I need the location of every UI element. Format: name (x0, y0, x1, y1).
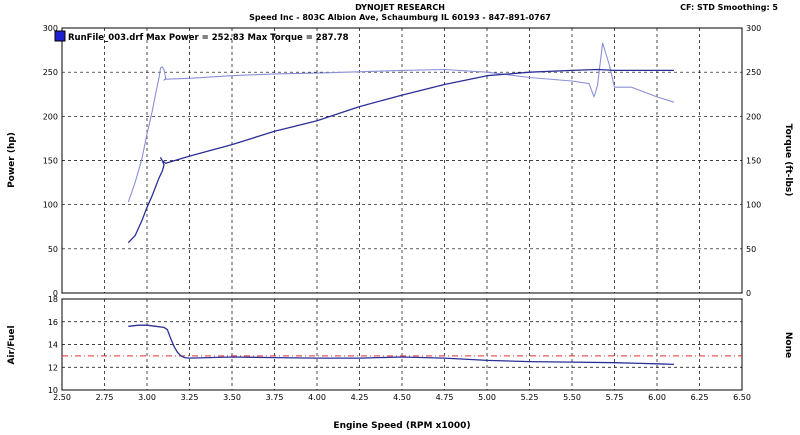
x-tick-label: 6.00 (648, 393, 666, 402)
x-tick-label: 3.25 (181, 393, 199, 402)
x-axis-label: Engine Speed (RPM x1000) (333, 421, 470, 431)
x-tick-label: 5.75 (606, 393, 624, 402)
power-tick-label: 150 (43, 157, 58, 166)
torque-series-line (127, 42, 675, 203)
afr-series-group (128, 324, 675, 366)
torque-tick-label: 200 (746, 112, 761, 121)
torque-tick-label: 150 (746, 157, 761, 166)
power-tick-label: 300 (43, 24, 58, 33)
power-tick-label: 50 (48, 245, 58, 254)
x-tick-label: 5.50 (563, 393, 581, 402)
legend-text: RunFile_003.drf Max Power = 252.83 Max T… (68, 33, 349, 43)
torque-tick-label: 50 (746, 245, 756, 254)
x-tick-label: 3.75 (266, 393, 284, 402)
afr-tick-label: 16 (48, 318, 58, 327)
address-line: Speed Inc - 803C Albion Ave, Schaumburg … (249, 13, 551, 22)
x-tick-label: 4.25 (351, 393, 369, 402)
power-tick-label: 0 (53, 289, 58, 298)
afr-tick-label: 12 (48, 363, 58, 372)
x-tick-label: 3.50 (223, 393, 241, 402)
company-title: DYNOJET RESEARCH (355, 3, 445, 12)
afr-tick-label: 18 (48, 295, 58, 304)
power-axis-label: Power (hp) (7, 132, 17, 188)
power-tick-label: 250 (43, 68, 58, 77)
main-series-group (127, 42, 675, 244)
x-tick-label: 2.50 (53, 393, 71, 402)
afr-right-label: None (783, 332, 793, 358)
power-tick-label: 100 (43, 201, 58, 210)
torque-tick-label: 100 (746, 201, 761, 210)
x-tick-label: 2.75 (96, 393, 114, 402)
torque-tick-label: 300 (746, 24, 761, 33)
settings-label: CF: STD Smoothing: 5 (680, 3, 778, 12)
power-series-line (127, 68, 674, 244)
x-tick-label: 6.25 (691, 393, 709, 402)
torque-axis-label: Torque (ft-lbs) (783, 124, 793, 197)
power-tick-label: 200 (43, 112, 58, 121)
afr-tick-label: 14 (48, 341, 58, 350)
x-tick-label: 4.50 (393, 393, 411, 402)
tick-labels: 2.50 2.75 3.00 3.25 3.50 3.75 4.00 4.25 4.50 4.75… (43, 24, 762, 402)
x-tick-label: 4.75 (436, 393, 454, 402)
x-tick-label: 6.50 (733, 393, 751, 402)
afr-series-line (128, 324, 675, 366)
x-tick-label: 3.00 (138, 393, 156, 402)
afr-grid (62, 299, 742, 390)
x-tick-label: 4.00 (308, 393, 326, 402)
legend-swatch (54, 30, 66, 42)
torque-tick-label: 250 (746, 68, 761, 77)
x-tick-label: 5.25 (521, 393, 539, 402)
torque-tick-label: 0 (746, 289, 751, 298)
afr-tick-label: 10 (48, 386, 58, 395)
x-tick-label: 5.00 (478, 393, 496, 402)
afr-axis-label: Air/Fuel (7, 325, 17, 364)
